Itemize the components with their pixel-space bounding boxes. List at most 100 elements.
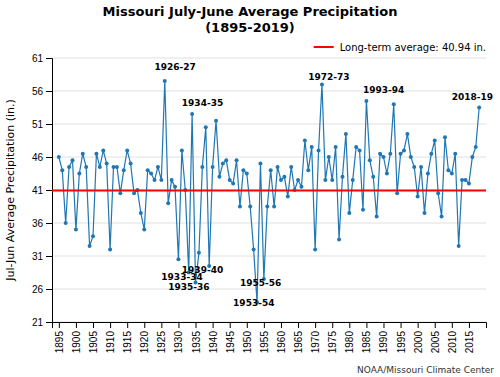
x-tick: 1980 xyxy=(344,322,355,353)
y-tick-mark xyxy=(46,322,52,323)
x-tick-label: 1910 xyxy=(105,331,116,354)
series-point xyxy=(101,148,105,152)
y-tick-label: 61 xyxy=(32,53,44,64)
series-point xyxy=(419,165,423,169)
legend: Long-term average: 40.94 in. xyxy=(314,42,486,53)
series-point xyxy=(173,185,177,189)
series-point xyxy=(197,251,201,255)
annotation: 1972-73 xyxy=(308,72,349,82)
x-tick-mark xyxy=(264,322,265,328)
series-point xyxy=(323,178,327,182)
x-tick: 1970 xyxy=(310,322,321,353)
x-tick-mark xyxy=(59,322,60,328)
series-point xyxy=(474,145,478,149)
series-point xyxy=(67,165,71,169)
data-marks xyxy=(52,79,486,304)
series-point xyxy=(235,158,239,162)
annotation: 2018-19 xyxy=(452,92,493,102)
x-tick-mark xyxy=(110,322,111,328)
series-point xyxy=(433,139,437,143)
x-tick-label: 1940 xyxy=(208,331,219,354)
series-point xyxy=(429,152,433,156)
annotation: 1953-54 xyxy=(233,298,274,308)
x-tick-label: 1895 xyxy=(54,331,65,354)
x-tick-label: 1935 xyxy=(191,331,202,354)
x-tick: 2010 xyxy=(447,322,458,353)
series-point xyxy=(354,145,358,149)
x-tick-mark xyxy=(418,322,419,328)
x-tick: 1895 xyxy=(54,322,65,353)
title-line: Missouri July-June Average Precipitation xyxy=(103,4,398,19)
x-tick-mark xyxy=(281,322,282,328)
series-point xyxy=(176,257,180,261)
series-point xyxy=(142,228,146,232)
series-point xyxy=(399,152,403,156)
grid-line xyxy=(52,223,486,224)
x-tick: 1920 xyxy=(139,322,150,353)
y-tick: 26 xyxy=(32,284,52,295)
series-point xyxy=(330,178,334,182)
x-tick-mark xyxy=(93,322,94,328)
y-tick-mark xyxy=(46,124,52,125)
series-point xyxy=(71,158,75,162)
grid-line xyxy=(52,124,486,125)
y-tick-mark xyxy=(46,58,52,59)
series-point xyxy=(221,162,225,166)
legend-label: Long-term average: 40.94 in. xyxy=(340,42,486,53)
x-tick-label: 1950 xyxy=(242,331,253,354)
x-tick-label: 1975 xyxy=(327,331,338,354)
x-tick-mark xyxy=(332,322,333,328)
y-tick: 61 xyxy=(32,53,52,64)
series-point xyxy=(385,172,389,176)
caption: NOAA/Missouri Climate Center xyxy=(357,365,494,375)
x-tick-label: 1960 xyxy=(276,331,287,354)
y-tick-mark xyxy=(46,289,52,290)
legend-item: Long-term average: 40.94 in. xyxy=(314,42,486,53)
x-tick-label: 1990 xyxy=(378,331,389,354)
series-point xyxy=(351,178,355,182)
y-tick-label: 26 xyxy=(32,284,44,295)
annotation: 1955-56 xyxy=(240,278,281,288)
x-tick-mark xyxy=(349,322,350,328)
series-point xyxy=(204,125,208,129)
annotation: 1934-35 xyxy=(182,98,223,108)
x-tick: 1925 xyxy=(156,322,167,353)
series-point xyxy=(180,148,184,152)
x-tick: 1960 xyxy=(276,322,287,353)
y-tick-label: 31 xyxy=(32,251,44,262)
y-axis-line xyxy=(46,59,53,323)
series-point xyxy=(320,82,324,86)
y-tick-mark xyxy=(46,256,52,257)
x-tick: 2015 xyxy=(464,322,475,353)
y-tick-mark xyxy=(46,190,52,191)
grid xyxy=(52,58,486,322)
series-point xyxy=(450,172,454,176)
legend-swatch xyxy=(314,46,334,48)
x-tick: 1940 xyxy=(208,322,219,353)
series-point xyxy=(296,178,300,182)
series-point xyxy=(269,168,273,172)
series-point xyxy=(405,132,409,136)
x-tick-mark xyxy=(383,322,384,328)
y-tick-label: 41 xyxy=(32,185,44,196)
series-point xyxy=(129,162,133,166)
series-point xyxy=(402,148,406,152)
series-point xyxy=(81,152,85,156)
grid-line xyxy=(52,190,486,191)
series-point xyxy=(453,152,457,156)
y-tick: 56 xyxy=(32,86,52,97)
series-point xyxy=(105,162,109,166)
grid-line xyxy=(52,256,486,257)
grid-line xyxy=(52,91,486,92)
x-tick-label: 1945 xyxy=(225,331,236,354)
annotations: 1926-271934-351972-731993-942018-191933-… xyxy=(155,62,494,308)
x-tick-mark xyxy=(230,322,231,328)
series-point xyxy=(457,244,461,248)
series-point xyxy=(64,221,68,225)
series-point xyxy=(422,211,426,215)
series-point xyxy=(388,152,392,156)
x-tick: 1965 xyxy=(293,322,304,353)
x-tick: 1995 xyxy=(396,322,407,353)
series-point xyxy=(358,148,362,152)
x-tick-label: 2005 xyxy=(430,331,441,354)
